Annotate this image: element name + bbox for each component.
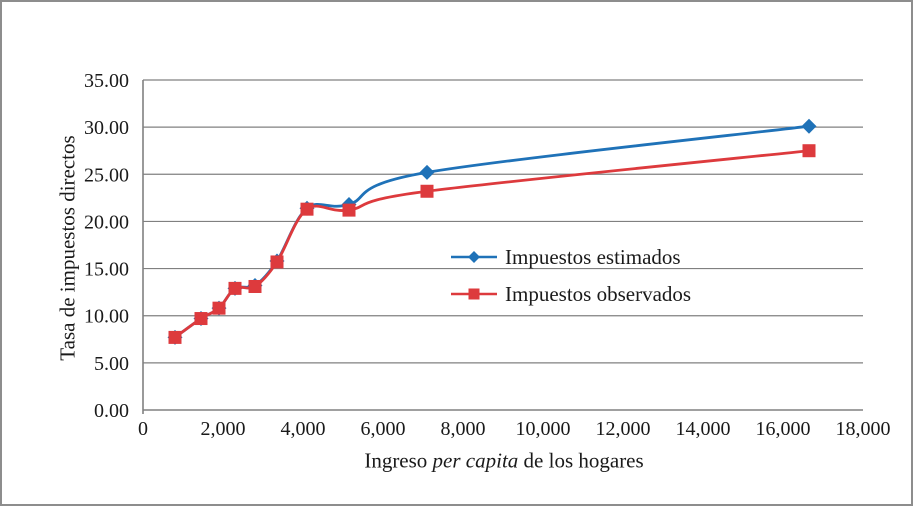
gridlines bbox=[143, 79, 863, 364]
x-axis-title-prefix: Ingreso bbox=[364, 448, 433, 473]
y-tick-label-0: 0.00 bbox=[94, 400, 129, 422]
data-point-1-5 bbox=[270, 255, 284, 269]
x-tick-label-4000: 4,000 bbox=[281, 418, 326, 440]
x-tick-label-14000: 14,000 bbox=[676, 418, 731, 440]
legend-line-diamond-icon bbox=[451, 251, 497, 263]
legend-sample-marker-1 bbox=[468, 288, 480, 300]
y-axis-title: Tasa de impuestos directos bbox=[55, 135, 80, 361]
y-tick-label-30: 30.00 bbox=[84, 117, 129, 139]
y-tick-label-5: 5.00 bbox=[94, 353, 129, 375]
data-point-1-8 bbox=[420, 184, 434, 198]
x-tick-label-0: 0 bbox=[138, 418, 148, 440]
x-axis-title-italic: per capita bbox=[432, 448, 519, 473]
data-point-1-7 bbox=[342, 203, 356, 217]
data-point-1-0 bbox=[168, 330, 182, 344]
data-point-1-3 bbox=[228, 281, 242, 295]
data-point-1-4 bbox=[248, 279, 262, 293]
legend-item-estimados: Impuestos estimados bbox=[450, 245, 691, 269]
data-point-0-8 bbox=[419, 164, 435, 180]
x-axis-title: Ingreso per capita de los hogares bbox=[364, 449, 643, 474]
data-series bbox=[167, 118, 817, 345]
axes bbox=[142, 80, 863, 414]
legend-sample-marker-0 bbox=[468, 251, 480, 263]
legend: Impuestos estimados Impuestos observados bbox=[450, 245, 691, 306]
x-tick-label-8000: 8,000 bbox=[441, 418, 486, 440]
y-tick-labels: 0.00 5.00 10.00 15.00 20.00 25.00 30.00 35.00 bbox=[84, 70, 129, 422]
legend-label-observados: Impuestos observados bbox=[505, 281, 692, 306]
x-tick-label-6000: 6,000 bbox=[361, 418, 406, 440]
legend-item-observados: Impuestos observados bbox=[450, 282, 691, 306]
y-tick-label-10: 10.00 bbox=[84, 306, 129, 328]
y-tick-label-25: 25.00 bbox=[84, 164, 129, 186]
data-point-1-1 bbox=[194, 312, 208, 326]
data-point-1-2 bbox=[212, 301, 226, 315]
legend-label-estimados: Impuestos estimados bbox=[505, 244, 681, 269]
data-point-1-9 bbox=[802, 144, 816, 158]
x-tick-label-2000: 2,000 bbox=[201, 418, 246, 440]
series-observados bbox=[168, 144, 816, 344]
series-estimados bbox=[167, 118, 817, 345]
x-tick-label-12000: 12,000 bbox=[596, 418, 651, 440]
y-tick-label-15: 15.00 bbox=[84, 259, 129, 281]
x-tick-labels: 0 2,000 4,000 6,000 8,000 10,000 12,000 14,000 1… bbox=[138, 418, 891, 440]
x-tick-label-18000: 18,000 bbox=[836, 418, 891, 440]
x-tick-label-10000: 10,000 bbox=[516, 418, 571, 440]
y-tick-label-20: 20.00 bbox=[84, 211, 129, 233]
y-tick-label-35: 35.00 bbox=[84, 70, 129, 92]
x-axis-title-suffix: de los hogares bbox=[518, 448, 644, 473]
data-point-1-6 bbox=[300, 202, 314, 216]
data-point-0-9 bbox=[801, 118, 817, 134]
legend-line-square-icon bbox=[451, 288, 497, 300]
x-tick-label-16000: 16,000 bbox=[756, 418, 811, 440]
